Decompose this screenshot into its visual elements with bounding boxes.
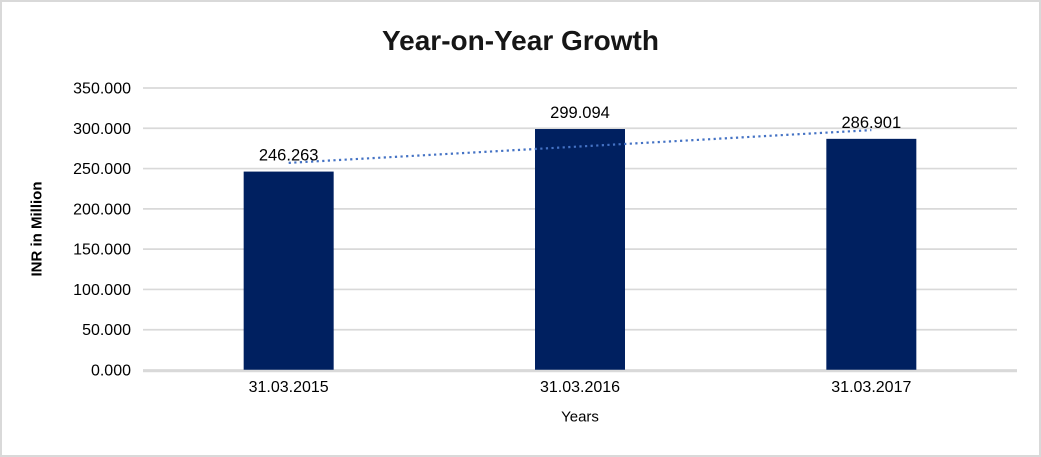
y-tick-label: 200.000	[73, 201, 131, 218]
x-tick-label: 31.03.2017	[831, 379, 911, 396]
y-tick-label: 0.000	[91, 363, 131, 380]
y-tick-label: 50.000	[82, 322, 131, 339]
bar-31.03.2017	[826, 138, 917, 370]
x-tick-label: 31.03.2016	[540, 379, 620, 396]
bar-value-label: 246.263	[259, 147, 319, 165]
chart-title: Year-on-Year Growth	[382, 25, 659, 56]
bar-31.03.2015	[243, 171, 334, 370]
bar-value-label: 286.901	[842, 114, 902, 132]
y-tick-label: 150.000	[73, 242, 131, 259]
y-tick-label: 350.000	[73, 81, 131, 98]
bar-value-label: 299.094	[550, 104, 610, 122]
trendline	[288, 129, 872, 164]
y-tick-label: 100.000	[73, 282, 131, 299]
x-tick-label: 31.03.2015	[249, 379, 329, 396]
y-tick-label: 250.000	[73, 161, 131, 178]
bar-31.03.2016	[535, 129, 625, 370]
y-tick-label: 300.000	[73, 121, 131, 138]
x-axis-title: Years	[561, 408, 599, 426]
